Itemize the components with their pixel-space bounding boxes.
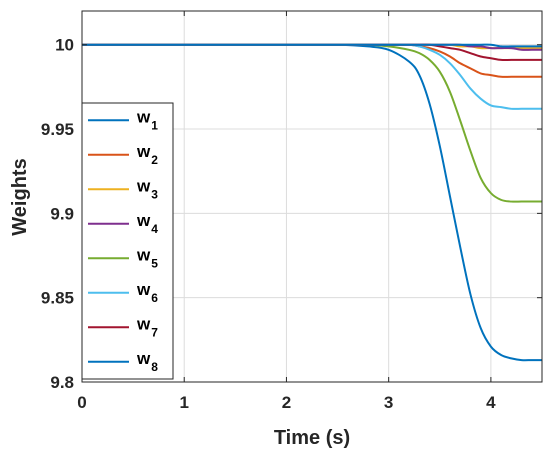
legend-box: [81, 102, 174, 380]
series-layer: [82, 43, 542, 362]
legend-label-8: w8: [136, 349, 158, 374]
legend-label-1: w1: [136, 107, 158, 132]
y-tick-label: 9.85: [41, 289, 74, 308]
legend-label-5: w5: [136, 245, 158, 270]
y-tick-label: 9.8: [50, 373, 74, 392]
x-tick-label: 3: [384, 393, 393, 412]
y-tick-label: 9.95: [41, 120, 74, 139]
y-axis-title: Weights: [9, 158, 31, 235]
legend-label-3: w3: [136, 176, 158, 201]
legend-label-2: w2: [136, 142, 158, 167]
legend: w1 w2 w3 w4 w5 w6 w7 w8: [81, 102, 174, 380]
x-tick-label: 1: [179, 393, 188, 412]
tick-labels: 0 1 2 3 4 9.8 9.85 9.9 9.95 10: [41, 36, 496, 412]
legend-label-7: w7: [136, 314, 158, 339]
y-tick-label: 10: [55, 36, 74, 55]
x-tick-label: 4: [486, 393, 496, 412]
x-axis-title: Time (s): [274, 427, 350, 449]
x-tick-label: 2: [282, 393, 291, 412]
legend-label-4: w4: [136, 211, 158, 236]
legend-label-6: w6: [136, 280, 158, 305]
series-line-8: [82, 43, 542, 48]
y-tick-label: 9.9: [50, 204, 74, 223]
x-tick-label: 0: [77, 393, 86, 412]
